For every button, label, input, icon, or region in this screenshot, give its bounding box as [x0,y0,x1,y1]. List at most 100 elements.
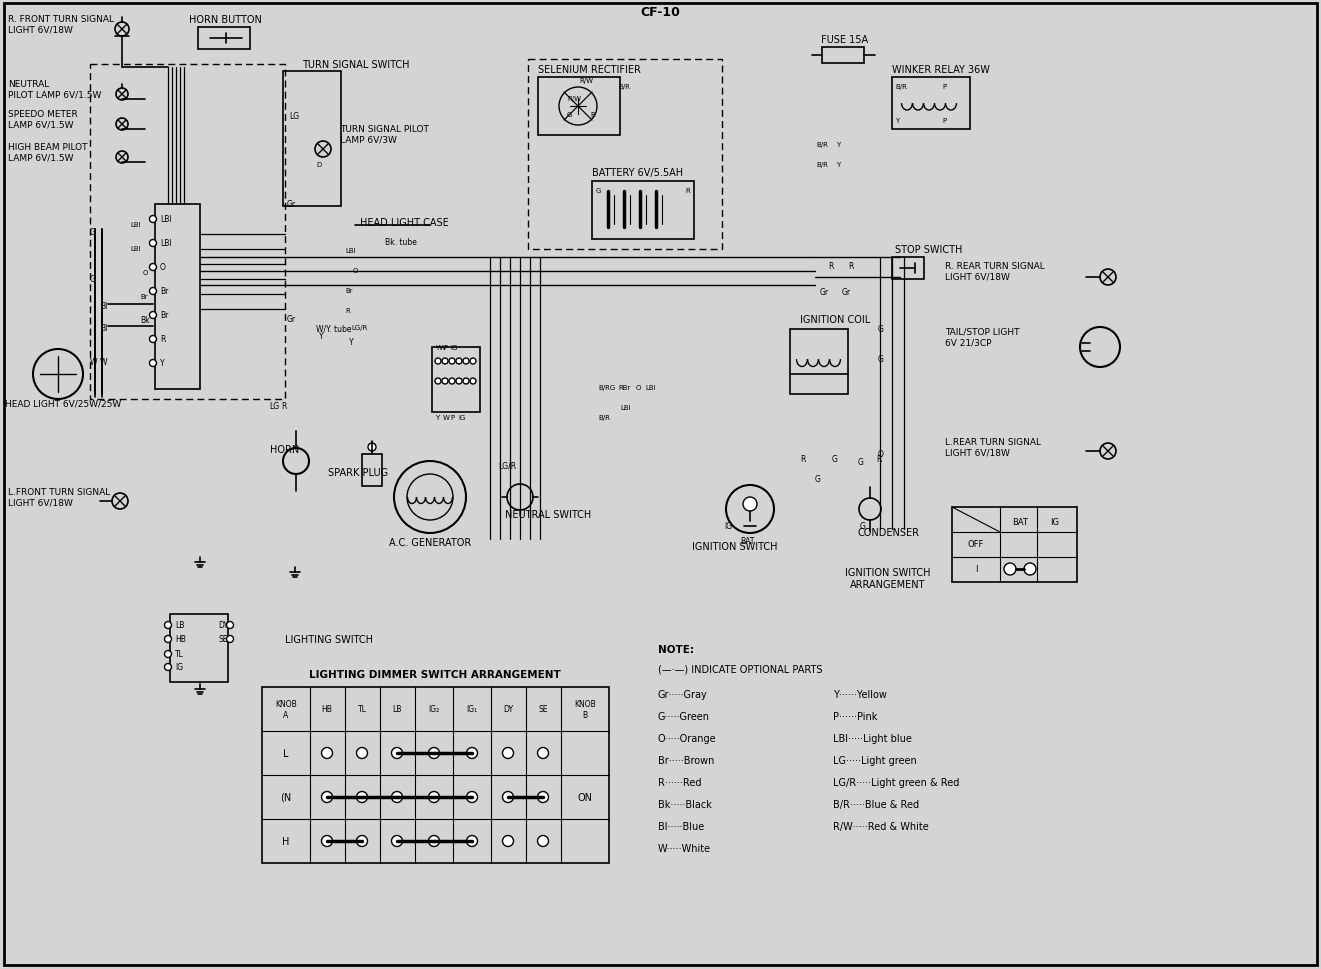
Circle shape [149,240,156,247]
Text: LG/R: LG/R [498,461,517,471]
Text: W: W [90,358,98,366]
Bar [892,258,923,280]
Bar [283,72,341,206]
Text: KNOB
A: KNOB A [275,700,297,719]
Text: H: H [283,836,289,846]
Circle shape [435,359,441,364]
Text: Y: Y [318,331,324,341]
Text: R: R [828,262,834,270]
Text: CONDENSER: CONDENSER [859,527,919,538]
Circle shape [456,359,462,364]
Text: LB: LB [392,704,402,714]
Text: LB: LB [174,621,185,630]
Text: O: O [353,267,358,273]
Text: KNOB
B: KNOB B [575,700,596,719]
Text: O: O [878,450,884,458]
Text: R: R [281,401,287,411]
Circle shape [470,379,476,385]
Text: Bk·····Black: Bk·····Black [658,799,712,809]
Circle shape [357,792,367,802]
Text: O: O [635,385,642,391]
Text: R. FRONT TURN SIGNAL
LIGHT 6V/18W: R. FRONT TURN SIGNAL LIGHT 6V/18W [8,15,114,34]
Bar [592,182,694,239]
Text: Y: Y [836,141,840,148]
Text: G: G [878,325,884,333]
Text: Y······Yellow: Y······Yellow [834,689,886,700]
Text: BAT: BAT [1012,517,1028,526]
Circle shape [466,792,477,802]
Text: IGNITION SWITCH: IGNITION SWITCH [692,542,778,551]
Bar [790,329,848,394]
Text: O·····Orange: O·····Orange [658,734,716,743]
Text: Bl: Bl [100,324,107,332]
Text: Gr: Gr [287,200,296,208]
Bar [362,454,382,486]
Circle shape [462,379,469,385]
Text: Br: Br [160,287,168,297]
Text: SE: SE [218,635,229,643]
Circle shape [226,636,234,642]
Text: B/R·····Blue & Red: B/R·····Blue & Red [834,799,919,809]
Text: Gr: Gr [820,288,830,297]
Circle shape [391,835,403,847]
Text: G: G [832,454,838,463]
Text: Bk. tube: Bk. tube [384,237,417,247]
Bar [822,47,864,64]
Circle shape [149,288,156,296]
Circle shape [149,265,156,271]
Text: P: P [450,415,454,421]
Circle shape [449,359,454,364]
Text: B/R: B/R [618,84,630,90]
Text: HORN BUTTON: HORN BUTTON [189,15,262,25]
Text: ON: ON [577,793,593,802]
Circle shape [149,216,156,223]
Text: P: P [443,345,446,351]
Text: TURN SIGNAL SWITCH: TURN SIGNAL SWITCH [303,60,410,70]
Circle shape [226,622,234,629]
Text: Gr: Gr [841,288,851,297]
Text: R: R [801,454,806,463]
Text: HORN: HORN [269,445,300,454]
Circle shape [165,622,172,629]
Text: HEAD LIGHT 6V/25W/25W: HEAD LIGHT 6V/25W/25W [5,399,122,409]
Circle shape [538,748,548,759]
Circle shape [369,444,376,452]
Text: W: W [100,358,107,366]
Circle shape [391,748,403,759]
Circle shape [428,835,440,847]
Text: LG: LG [269,401,279,411]
Text: IG: IG [1050,517,1059,526]
Circle shape [357,748,367,759]
Text: IG₁: IG₁ [466,704,478,714]
Text: Bl·····Blue: Bl·····Blue [658,821,704,831]
Text: NOTE:: NOTE: [658,644,694,654]
Text: L: L [283,748,289,758]
Text: Y: Y [896,118,900,124]
Text: B/RG: B/RG [598,385,616,391]
Text: LG·····Light green: LG·····Light green [834,755,917,766]
Text: DY: DY [218,621,229,630]
Text: HB: HB [321,704,333,714]
Text: Br: Br [140,294,148,299]
Text: G: G [567,111,572,118]
Text: LBI: LBI [129,246,140,252]
Text: R: R [876,454,881,463]
Text: SPEEDO METER
LAMP 6V/1.5W: SPEEDO METER LAMP 6V/1.5W [8,109,78,129]
Text: P: P [942,118,946,124]
Text: R/W: R/W [579,78,593,84]
Text: R: R [848,262,853,270]
Circle shape [502,792,514,802]
Circle shape [466,748,477,759]
Circle shape [1024,563,1036,576]
Bar [155,204,199,390]
Text: R······Red: R······Red [658,777,701,787]
Text: R: R [345,308,350,314]
Circle shape [742,497,757,512]
Circle shape [321,835,333,847]
Text: A.C. GENERATOR: A.C. GENERATOR [388,538,472,547]
Text: G: G [878,355,884,363]
Circle shape [462,359,469,364]
Bar [198,28,250,50]
Text: FUSE 15A: FUSE 15A [822,35,869,45]
Text: L.REAR TURN SIGNAL
LIGHT 6V/18W: L.REAR TURN SIGNAL LIGHT 6V/18W [945,438,1041,457]
